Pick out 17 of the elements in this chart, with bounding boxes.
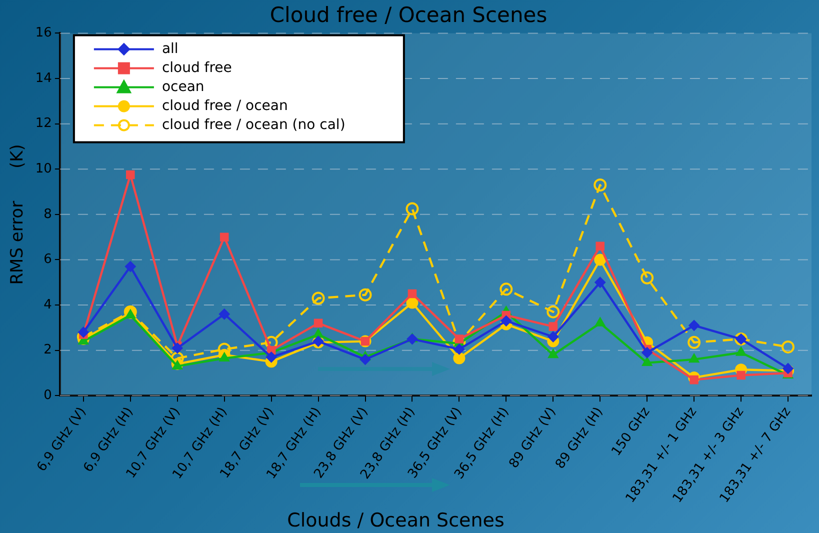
y-axis-title: RMS error (K) xyxy=(8,144,28,285)
chart-title: Cloud free / Ocean Scenes xyxy=(270,3,548,28)
text: Clouds / Ocean Scenes xyxy=(287,509,504,532)
y-tick-label: 2 xyxy=(44,342,52,358)
y-tick-label: 4 xyxy=(44,297,52,312)
y-tick-label: 0 xyxy=(44,388,52,404)
legend-label: ocean xyxy=(162,78,204,95)
y-tick-label: 16 xyxy=(35,26,52,41)
legend-label: cloud free xyxy=(162,60,232,76)
y-tick-label: 14 xyxy=(35,70,52,86)
legend-label: all xyxy=(162,40,178,57)
y-tick-label: 6 xyxy=(44,252,52,268)
y-tick-label: 10 xyxy=(35,161,52,176)
legend-label: cloud free / ocean (no cal) xyxy=(162,116,346,133)
legend-label: cloud free / ocean xyxy=(162,98,288,114)
y-tick-label: 8 xyxy=(44,206,52,222)
y-tick-label: 12 xyxy=(35,116,52,132)
